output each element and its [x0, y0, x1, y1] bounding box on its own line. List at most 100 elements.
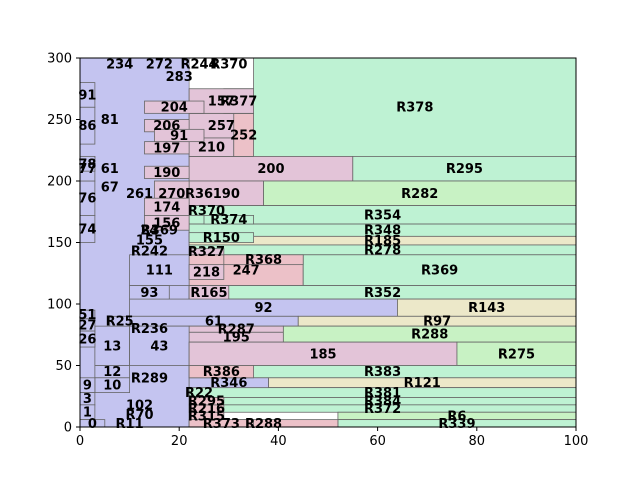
- treemap-rect: [203, 215, 254, 225]
- treemap-rect-label: 185: [309, 347, 336, 362]
- treemap-rect-label: 76: [78, 192, 96, 207]
- treemap-rect-label: 156: [153, 216, 180, 231]
- treemap-rect-label: R25: [106, 315, 134, 330]
- treemap-rect-label: R384: [364, 395, 401, 410]
- treemap-rect-label: R6: [447, 409, 466, 424]
- treemap-rect: [144, 100, 205, 114]
- treemap-rect-label: R377: [220, 95, 257, 110]
- treemap-rect-label: R22: [185, 386, 213, 401]
- y-tick-label: 0: [64, 421, 72, 436]
- treemap-rect-label: 111: [146, 264, 173, 279]
- treemap-rect-label: R374: [210, 213, 247, 228]
- x-tick-label: 0: [76, 434, 84, 449]
- treemap-rect: [144, 215, 190, 231]
- x-tick-label: 100: [564, 434, 589, 449]
- treemap-rect-label: R216: [188, 402, 225, 417]
- treemap-rect-label: 26: [78, 333, 96, 348]
- treemap-rect-label: R373: [203, 417, 240, 432]
- treemap-rect: [129, 285, 170, 300]
- treemap-rect-label: 272: [146, 58, 173, 73]
- treemap-rect-label: 61: [101, 162, 119, 177]
- treemap-rect-label: 27: [78, 318, 96, 333]
- treemap-rect-label: 81: [101, 113, 119, 128]
- treemap-rect-label: R295: [188, 395, 225, 410]
- treemap-rect-label: R372: [364, 402, 401, 417]
- treemap-rect-label: R70: [125, 408, 153, 423]
- treemap-rect-label: R327: [188, 245, 225, 260]
- treemap-rect-label: R370: [188, 204, 225, 219]
- treemap-rect-label: R386: [203, 365, 240, 380]
- treemap-rect-label: 3: [83, 392, 92, 407]
- treemap-rect-label: R36: [185, 187, 213, 202]
- treemap-rect-label: R348: [364, 224, 401, 239]
- treemap-rect-label: R150: [203, 231, 240, 246]
- treemap-rect-label: R289: [131, 371, 168, 386]
- treemap-rect-label: 1: [83, 406, 92, 421]
- treemap-rect-label: R287: [218, 323, 255, 338]
- treemap-rect-label: R185: [364, 234, 401, 249]
- x-tick-label: 20: [171, 434, 188, 449]
- treemap-rect-label: 247: [233, 264, 260, 279]
- treemap-rect-label: 261: [126, 187, 153, 202]
- treemap-rect-label: R242: [131, 245, 168, 260]
- treemap-rect: [188, 155, 354, 182]
- treemap-rect-label: 283: [166, 70, 193, 85]
- treemap-rect-label: 174: [153, 200, 180, 215]
- treemap-rect-label: R278: [364, 243, 401, 258]
- treemap-rect-label: 24: [140, 224, 158, 239]
- y-tick-label: 100: [47, 298, 72, 313]
- treemap-rect-label: 9: [83, 379, 92, 394]
- treemap-rect-label: 13: [103, 339, 121, 354]
- treemap-rect-label: 157: [208, 95, 235, 110]
- treemap-rect-label: R346: [210, 376, 247, 391]
- treemap-rect-label: 195: [223, 331, 250, 346]
- treemap-rect: [188, 397, 225, 406]
- treemap-rect-label: 77: [78, 162, 96, 177]
- treemap-rect-label: R11: [116, 417, 144, 432]
- treemap-rect: [188, 264, 225, 280]
- treemap-rect: [129, 325, 190, 366]
- treemap-rect-label: 200: [257, 162, 284, 177]
- y-tick-label: 150: [47, 236, 72, 251]
- treemap-rect-label: R369: [141, 224, 178, 239]
- x-tick-label: 80: [469, 434, 486, 449]
- treemap-rect-label: R354: [364, 208, 401, 223]
- treemap-rect-label: 86: [78, 119, 96, 134]
- treemap-rect-label: 206: [153, 119, 180, 134]
- treemap-rect-label: 43: [150, 339, 168, 354]
- y-tick-label: 300: [47, 52, 72, 67]
- treemap-rect-label: 91: [78, 88, 96, 103]
- treemap-rect: [144, 165, 190, 179]
- treemap-rect: [109, 315, 131, 327]
- treemap-rect: [188, 248, 225, 256]
- treemap-rect-label: R381: [364, 386, 401, 401]
- treemap-rect-label: R383: [364, 365, 401, 380]
- treemap-rect-label: 102: [126, 398, 153, 413]
- rects-layer: [79, 57, 577, 428]
- treemap-rect-label: R352: [364, 286, 401, 301]
- treemap-rect-label: 67: [101, 181, 119, 196]
- treemap-rect-label: R121: [404, 376, 441, 391]
- treemap-rect-label: R143: [468, 301, 505, 316]
- y-tick-label: 50: [55, 359, 72, 374]
- treemap-rect-label: 10: [103, 379, 121, 394]
- treemap-rect-label: 93: [140, 286, 158, 301]
- treemap-rect-label: 197: [153, 141, 180, 156]
- treemap-rect-label: 91: [170, 129, 188, 144]
- treemap-rect: [129, 254, 190, 286]
- treemap-rect: [153, 128, 205, 143]
- y-tick-label: 200: [47, 175, 72, 190]
- treemap-rect-label: 252: [230, 128, 257, 143]
- treemap-rect-label: 210: [198, 141, 225, 156]
- treemap-rect-label: R97: [423, 315, 451, 330]
- treemap-rect-label: 78: [78, 157, 96, 172]
- x-tick-label: 60: [369, 434, 386, 449]
- treemap-rect-label: R295: [446, 162, 483, 177]
- treemap-rect-label: R275: [498, 347, 535, 362]
- treemap-rect-label: R369: [421, 264, 458, 279]
- treemap-rect-label: 257: [208, 119, 235, 134]
- treemap-rect-label: R339: [438, 417, 475, 432]
- treemap-rect-label: 92: [254, 301, 272, 316]
